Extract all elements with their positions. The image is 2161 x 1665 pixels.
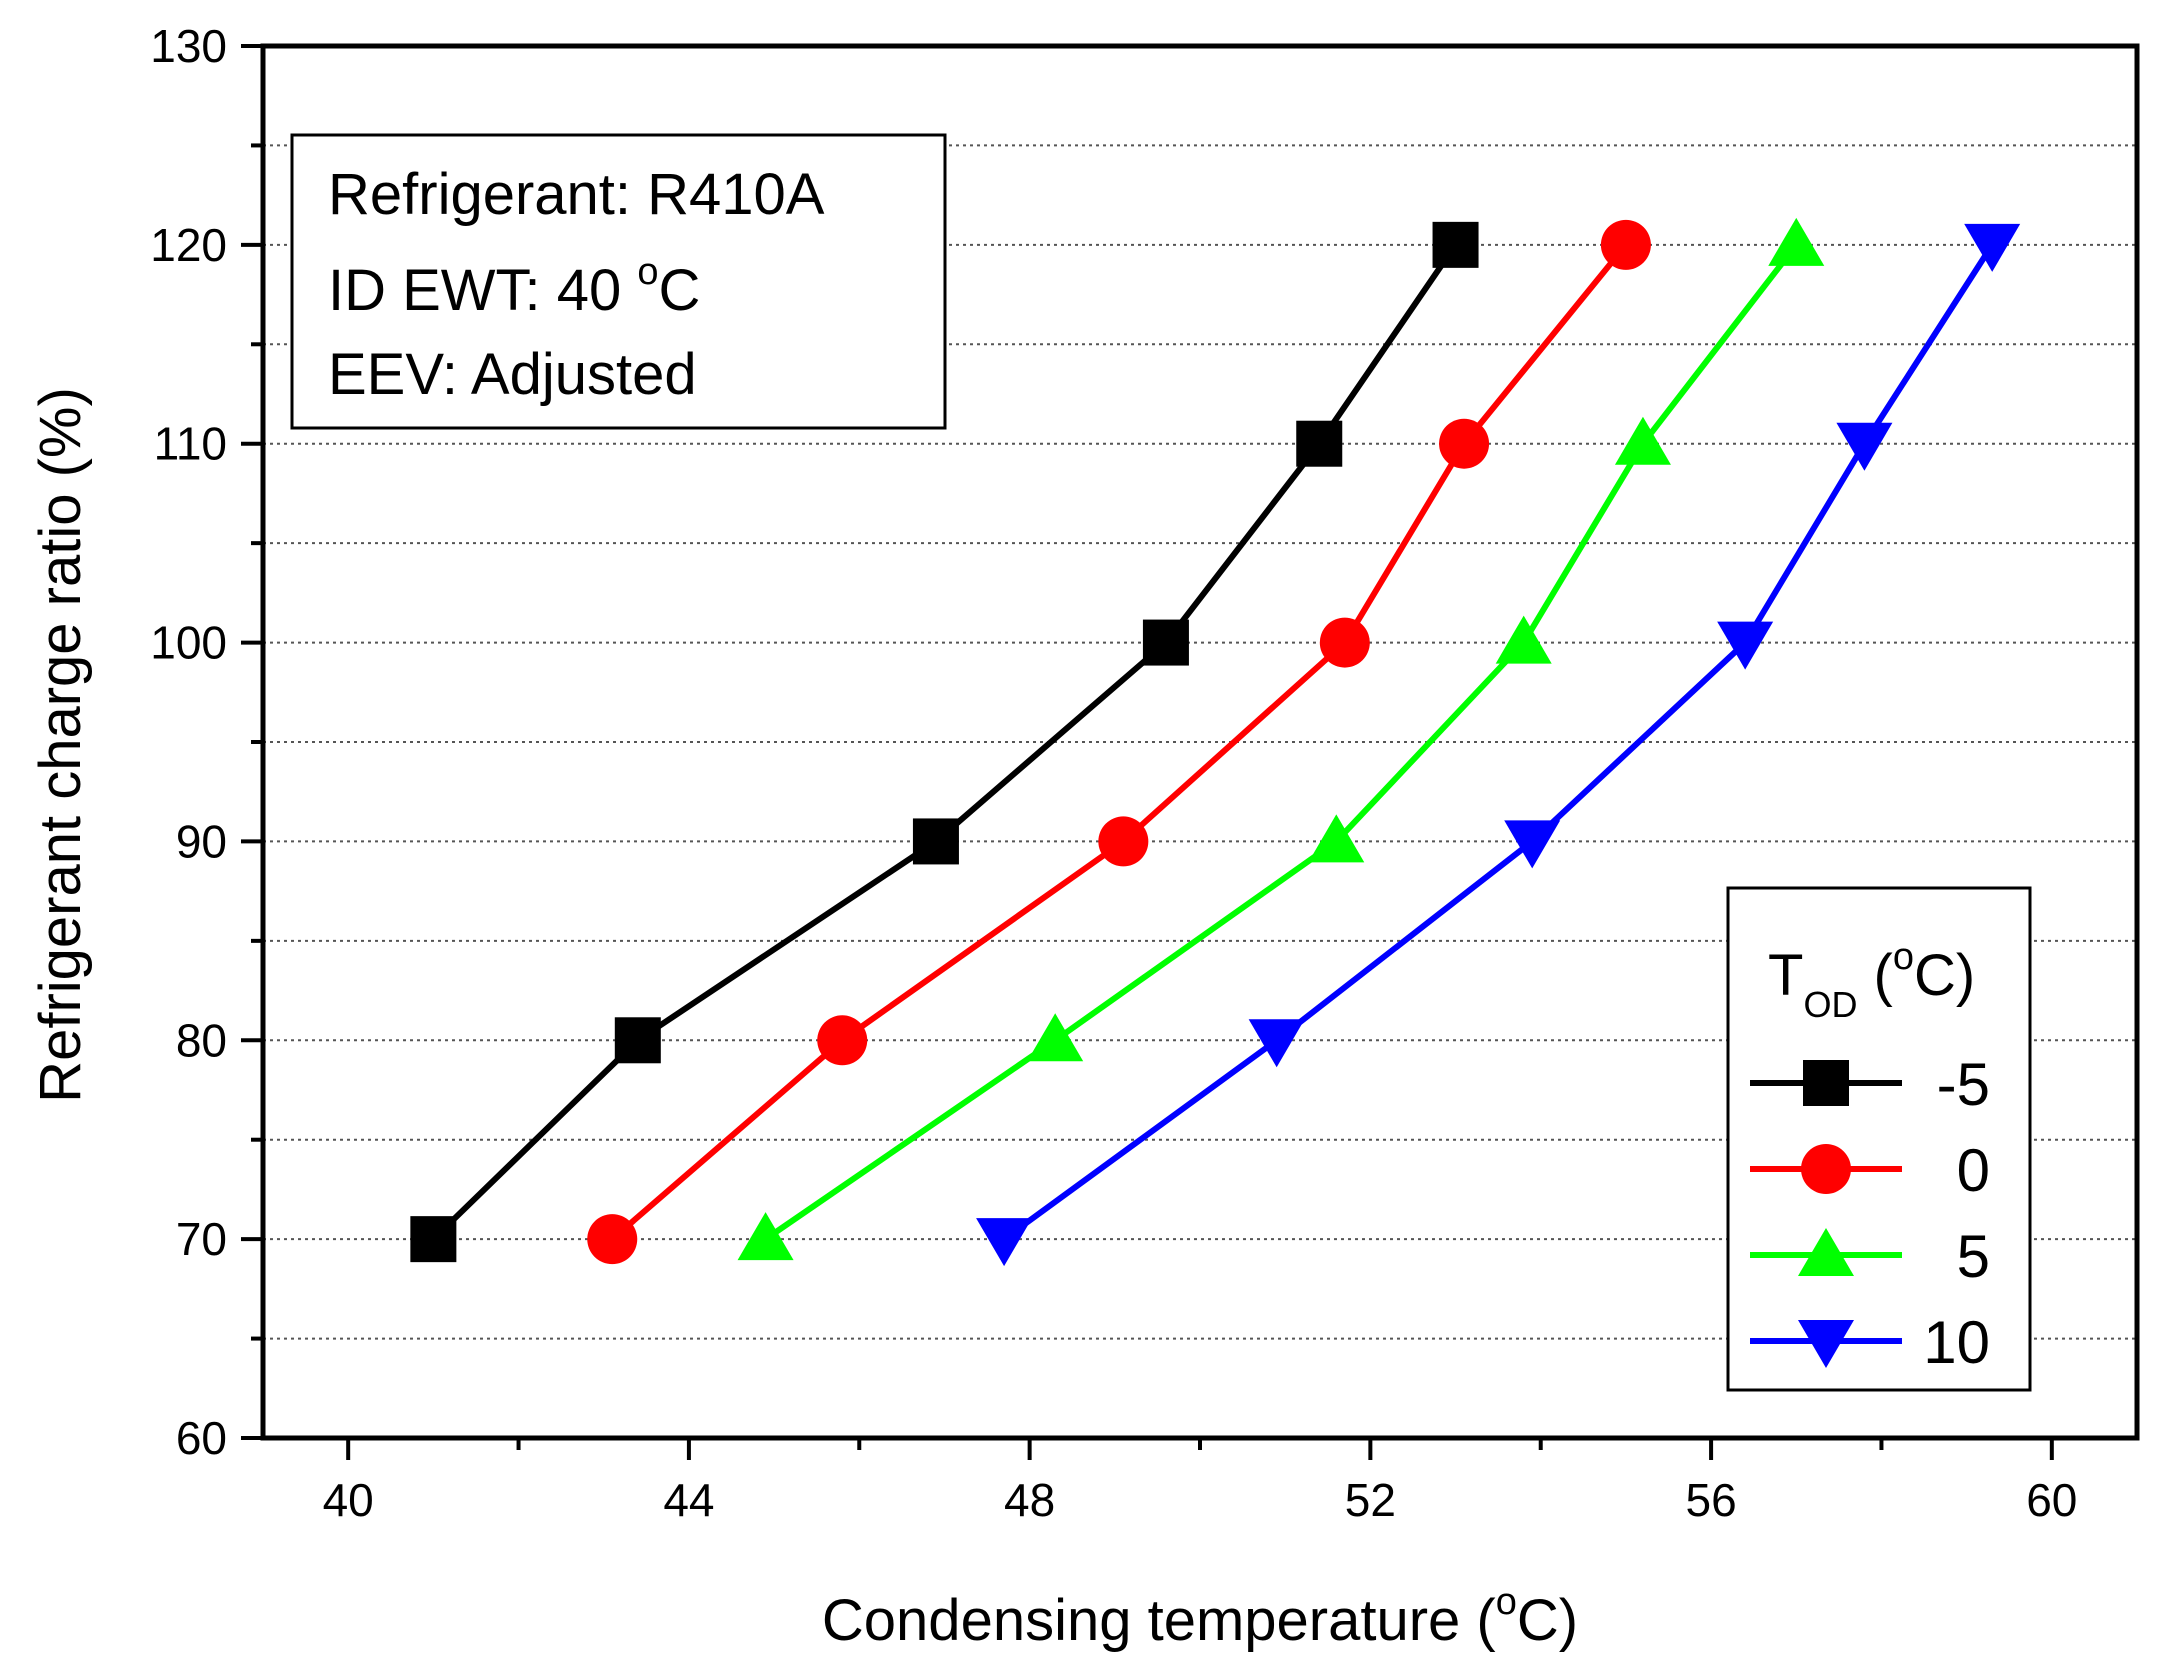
data-point <box>587 1214 638 1265</box>
x-tick-label: 44 <box>663 1474 714 1526</box>
data-point <box>912 818 959 865</box>
data-point <box>1142 619 1189 666</box>
series-line <box>610 242 1629 1242</box>
y-tick-label: 110 <box>154 418 227 470</box>
data-point <box>1098 816 1149 867</box>
data-point <box>1964 223 2021 272</box>
series-1 <box>410 221 1479 1263</box>
legend-title: TOD (oC) <box>1768 936 1975 1025</box>
legend-label: 0 <box>1957 1137 1990 1204</box>
data-point <box>1768 217 1825 266</box>
legend-item: 5 <box>1750 1223 1990 1290</box>
info-refrigerant: Refrigerant: R410A <box>328 162 825 227</box>
series-line <box>763 243 1799 1242</box>
y-tick-label: 60 <box>176 1412 227 1464</box>
data-point <box>1836 422 1893 471</box>
info-ewt: ID EWT: 40 oC <box>328 251 700 323</box>
data-point <box>976 1218 1033 1267</box>
series-4 <box>976 223 2021 1267</box>
data-point <box>1319 617 1370 668</box>
series-3 <box>737 217 1825 1261</box>
data-point <box>1248 1019 1305 1068</box>
y-tick-label: 90 <box>176 815 227 867</box>
legend-label: 10 <box>1923 1309 1990 1376</box>
y-tick-label: 70 <box>176 1213 227 1265</box>
info-box: Refrigerant: R410A ID EWT: 40 oC EEV: Ad… <box>290 133 947 430</box>
series-line <box>1002 243 1995 1242</box>
axis-ticks <box>241 44 2054 1460</box>
y-tick-label: 80 <box>176 1014 227 1066</box>
legend-marker <box>1798 1228 1854 1276</box>
info-box-frame <box>290 133 947 430</box>
legend-frame <box>1726 886 2032 1392</box>
data-point <box>1439 418 1490 469</box>
y-axis-title: Refrigerant charge ratio (%) <box>28 387 93 1103</box>
data-point <box>1504 820 1561 869</box>
series-layer <box>410 217 2021 1267</box>
series-line <box>431 243 1459 1242</box>
x-tick-label: 60 <box>2026 1474 2077 1526</box>
x-tick-label: 48 <box>1004 1474 1055 1526</box>
x-axis-title: Condensing temperature (oC) <box>822 1581 1578 1653</box>
data-point <box>1296 420 1343 467</box>
series-2 <box>587 219 1651 1265</box>
legend-marker <box>1798 1320 1854 1368</box>
y-tick-label: 130 <box>150 20 227 72</box>
data-point <box>410 1216 457 1263</box>
x-tick-label: 40 <box>323 1474 374 1526</box>
legend-marker <box>1801 1144 1851 1194</box>
legend-item: 0 <box>1750 1137 1990 1204</box>
data-point <box>1027 1013 1084 1062</box>
data-point <box>1432 221 1479 268</box>
y-tick-label: 100 <box>150 617 227 669</box>
legend-label: 5 <box>1957 1223 1990 1290</box>
info-eev: EEV: Adjusted <box>328 342 697 407</box>
data-point <box>1495 615 1552 664</box>
legend-item: 10 <box>1750 1309 1990 1376</box>
data-point <box>1614 416 1671 465</box>
data-point <box>817 1015 868 1066</box>
data-point <box>737 1212 794 1261</box>
y-tick-labels: 60 70 80 90 100 110 120 130 <box>150 20 227 1464</box>
x-tick-label: 56 <box>1686 1474 1737 1526</box>
legend-marker <box>1803 1060 1849 1106</box>
x-tick-labels: 40 44 48 52 56 60 <box>323 1474 2078 1526</box>
data-point <box>614 1017 661 1064</box>
y-tick-label: 120 <box>150 219 227 271</box>
x-tick-label: 52 <box>1345 1474 1396 1526</box>
legend: TOD (oC) -5 0 5 10 <box>1726 886 2032 1392</box>
legend-entries: -5 0 5 10 <box>1750 1051 1990 1376</box>
data-point <box>1717 621 1774 670</box>
legend-item: -5 <box>1750 1051 1990 1118</box>
legend-label: -5 <box>1937 1051 1990 1118</box>
data-point <box>1308 814 1365 863</box>
data-point <box>1600 219 1651 270</box>
